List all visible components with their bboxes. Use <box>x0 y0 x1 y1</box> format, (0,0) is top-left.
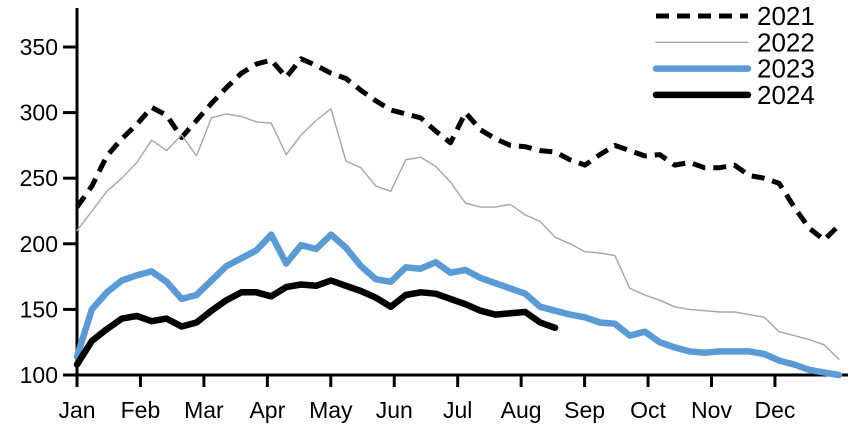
y-tick-label: 300 <box>20 100 58 126</box>
axis-tick-labels: 100 150 200 250 300 350 Jan Feb Mar Apr May Jun Jul A… <box>20 34 796 423</box>
x-tick-label: Feb <box>121 397 161 423</box>
x-tick-label: May <box>309 397 353 423</box>
y-tick-label: 250 <box>20 165 58 191</box>
x-tick-label: Mar <box>184 397 224 423</box>
legend-label-2022: 2022 <box>757 27 815 57</box>
x-tick-label: Aug <box>501 397 542 423</box>
legend-label-2021: 2021 <box>757 1 815 31</box>
y-tick-label: 150 <box>20 296 58 322</box>
y-tick-label: 100 <box>20 362 58 388</box>
series-line-2023 <box>73 231 843 379</box>
series-line-2022 <box>76 107 840 360</box>
axes <box>63 8 848 387</box>
x-tick-label: Oct <box>630 397 666 423</box>
x-tick-label: Jul <box>443 397 472 423</box>
x-tick-label: Dec <box>754 397 795 423</box>
y-tick-label: 200 <box>20 231 58 257</box>
y-tick-label: 350 <box>20 34 58 60</box>
x-tick-label: Jun <box>376 397 413 423</box>
chart-series <box>73 56 843 379</box>
x-tick-label: Jan <box>58 397 95 423</box>
x-tick-label: Sep <box>564 397 605 423</box>
legend-label-2024: 2024 <box>757 80 815 110</box>
series-line-2024 <box>73 277 559 368</box>
legend-label-2023: 2023 <box>757 54 815 84</box>
x-tick-label: Nov <box>691 397 732 423</box>
x-tick-label: Apr <box>249 397 285 423</box>
series-line-2021 <box>74 56 841 243</box>
